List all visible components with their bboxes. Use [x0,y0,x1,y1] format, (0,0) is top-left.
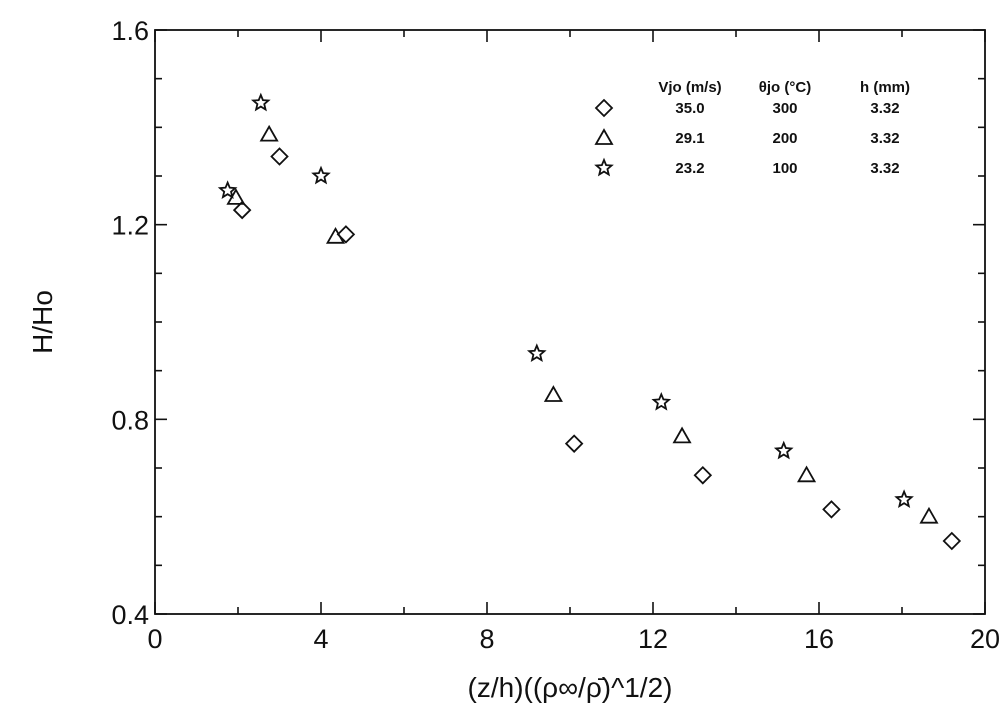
axis-ticks [154,29,986,615]
legend-value: 300 [772,100,797,117]
diamond-point [232,200,252,220]
y-tick-label: 1.6 [111,16,149,46]
x-tick-label: 0 [147,624,162,654]
star-point [526,343,547,363]
triangle-point [259,124,279,142]
diamond-point [942,531,962,551]
legend-value: 35.0 [675,100,704,117]
diamond-point [693,466,713,485]
legend: Vjo (m/s) θjo (°C) h (mm) 35.0 300 3.32 29.1 20… [594,79,910,177]
y-tick-label: 0.4 [111,600,149,630]
legend-value: 200 [772,130,797,147]
legend-header: Vjo (m/s) [658,79,721,96]
legend-header: θjo (°C) [759,79,811,96]
y-axis-title: H/Ho [27,290,58,354]
x-tick-label: 16 [804,624,834,654]
star-point [773,440,794,460]
diamond-point [270,147,289,166]
star-point [894,489,914,509]
diamond-point [822,500,841,519]
plot-frame [154,29,986,615]
x-tick-labels: 0 4 8 12 16 20 [147,624,1000,654]
triangle-point [796,465,817,483]
y-tick-label: 1.2 [111,211,149,241]
x-tick-label: 4 [313,624,328,654]
legend-value: 3.32 [870,100,899,117]
legend-star-icon [594,157,614,177]
legend-header: h (mm) [860,79,910,96]
triangle-point [325,227,346,244]
triangle-point [919,506,939,524]
diamond-point [336,225,356,244]
x-tick-label: 8 [479,624,494,654]
legend-value: 29.1 [675,130,704,147]
triangle-point [543,385,563,402]
y-tick-labels: 0.4 0.8 1.2 1.6 [111,16,149,630]
data-points [217,92,962,551]
legend-value: 3.32 [870,160,899,177]
x-axis-title: (z/h)((ρ∞/ρ̄)^1/2) [468,672,673,703]
legend-diamond-icon [594,98,614,118]
legend-value: 23.2 [675,160,704,177]
triangle-point [672,426,692,444]
star-point [217,180,238,199]
legend-value: 3.32 [870,130,899,147]
star-point [651,391,672,411]
star-point [250,92,271,112]
legend-value: 100 [772,160,797,177]
y-tick-label: 0.8 [111,405,149,435]
x-tick-label: 20 [970,624,1000,654]
star-point [311,165,331,185]
x-tick-label: 12 [638,624,668,654]
diamond-point [564,434,584,453]
legend-triangle-icon [594,128,614,145]
